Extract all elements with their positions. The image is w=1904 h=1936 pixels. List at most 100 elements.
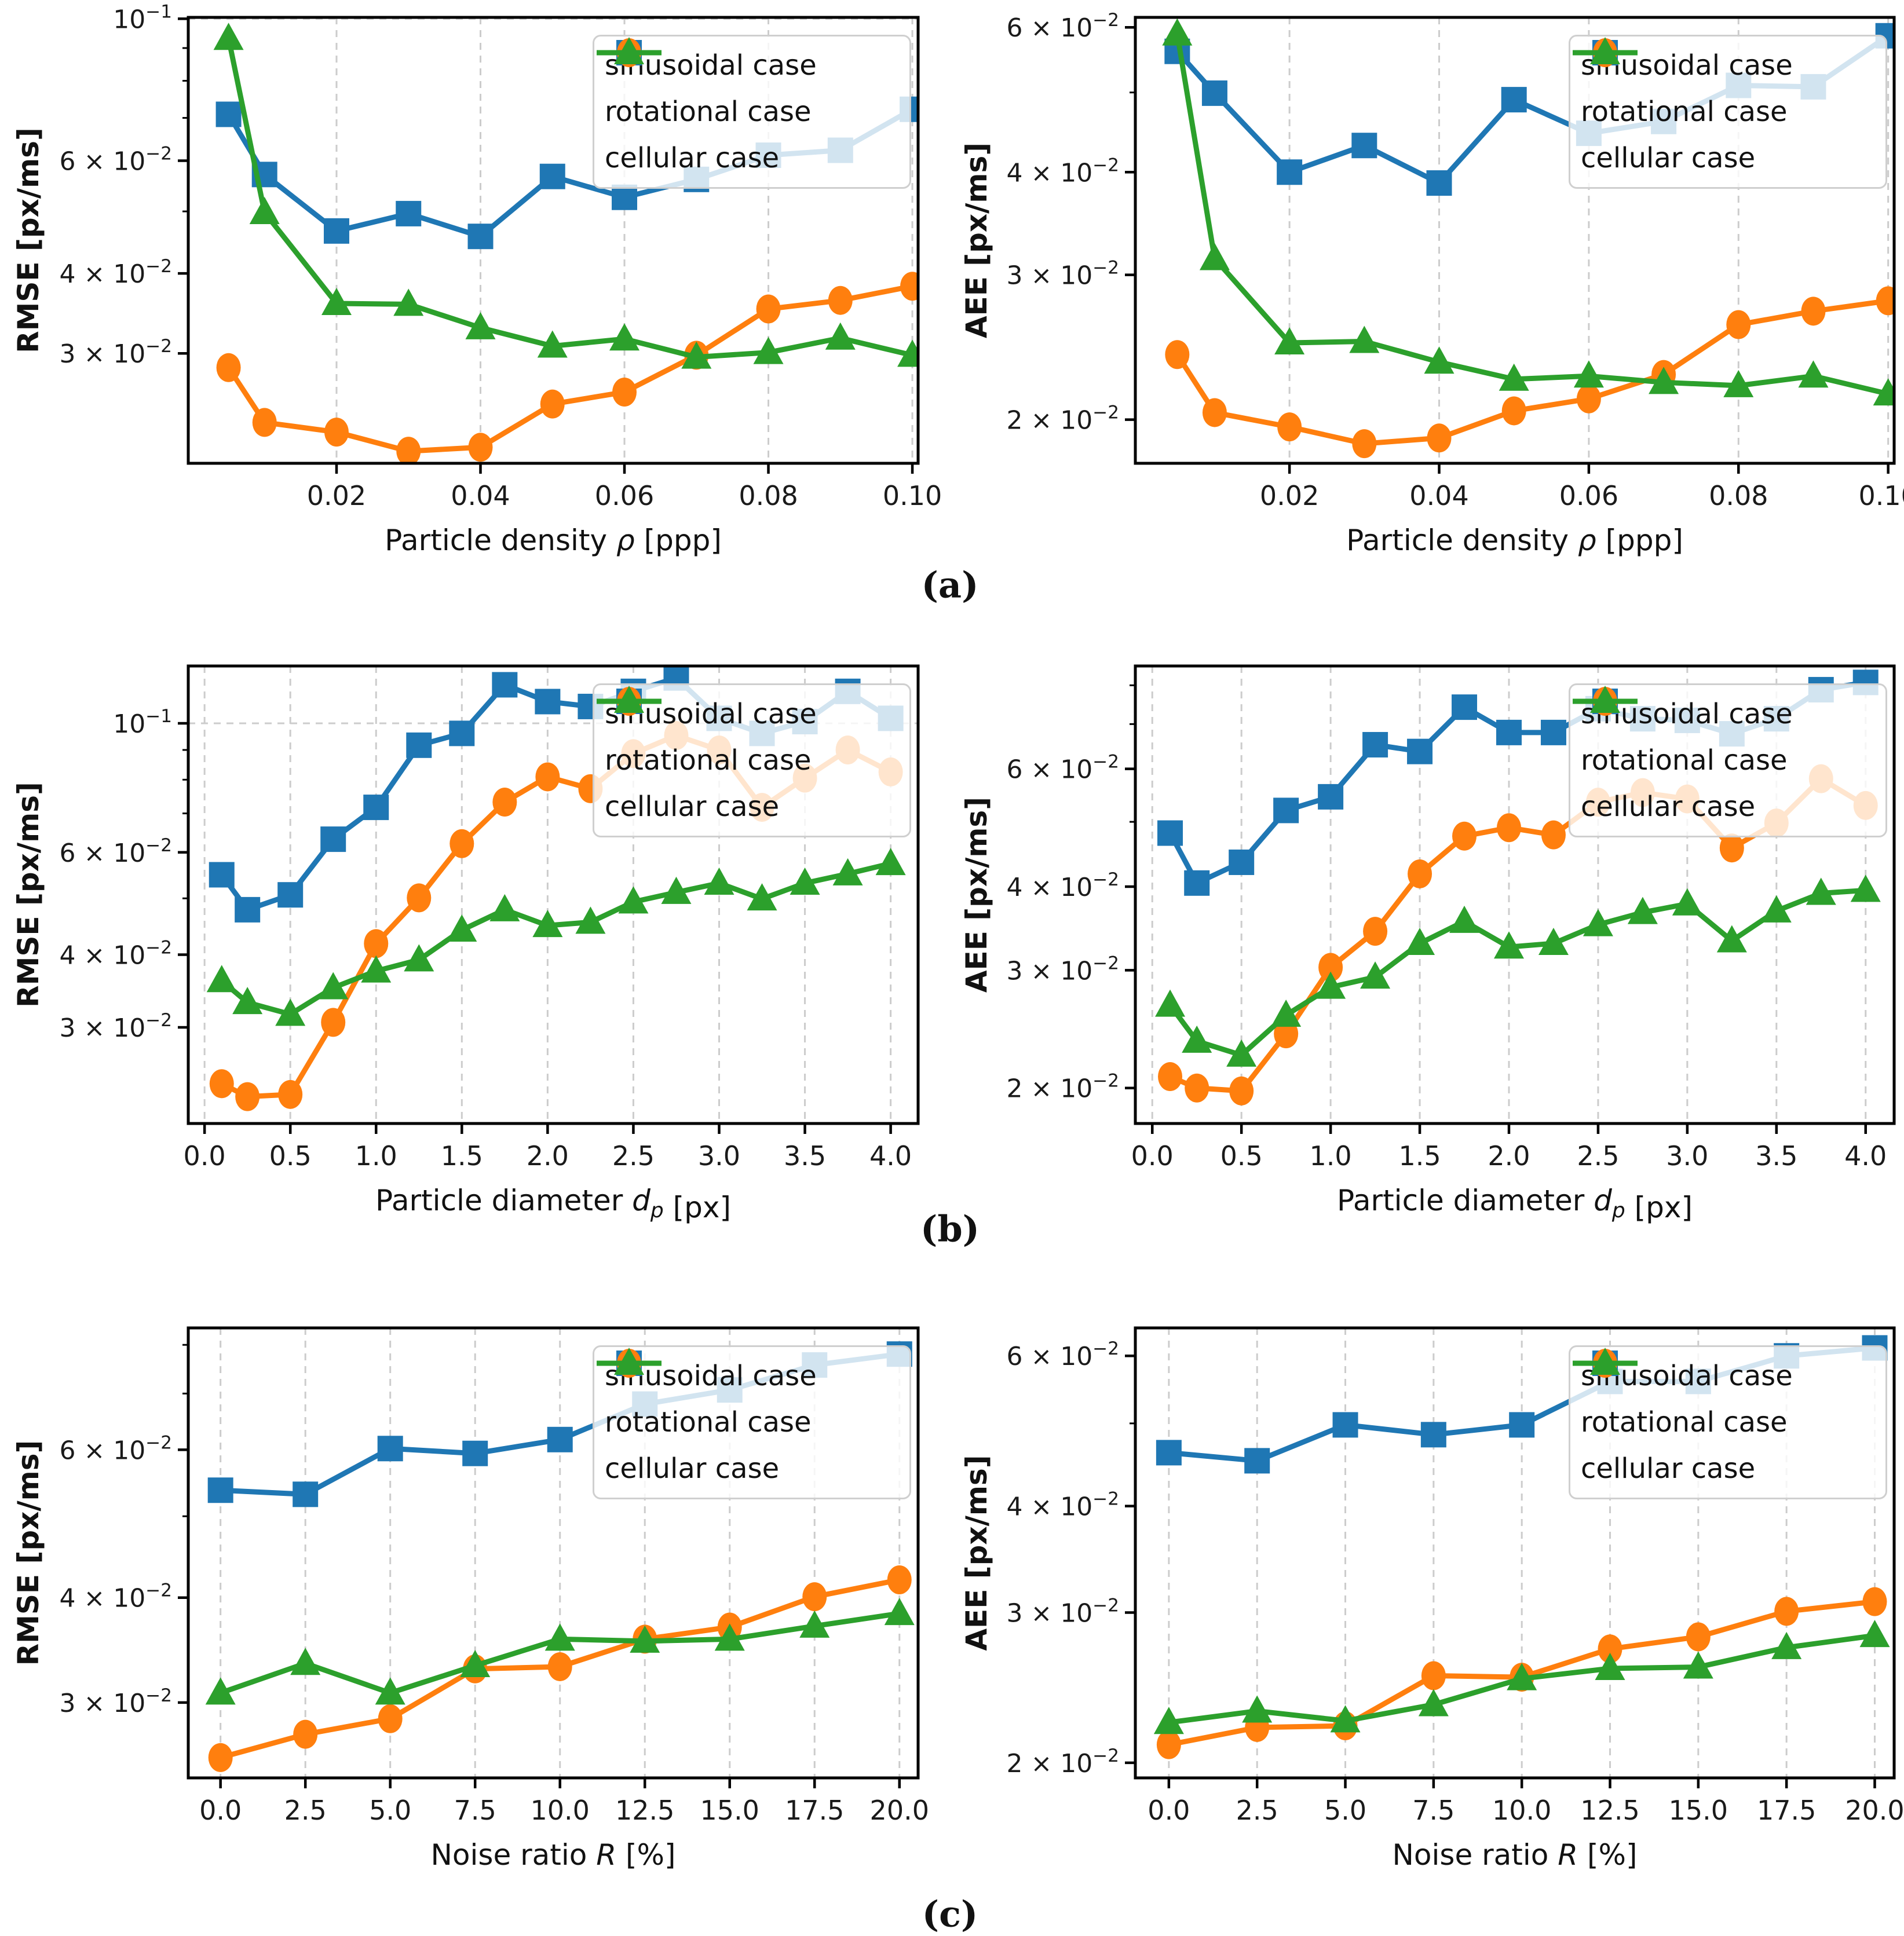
data-point-marker bbox=[1351, 133, 1377, 159]
legend-item-triangle: cellular case bbox=[1573, 686, 1875, 830]
data-point-marker bbox=[1496, 813, 1521, 843]
data-point-marker bbox=[404, 944, 434, 972]
data-point-marker bbox=[407, 883, 432, 913]
series-triangle bbox=[1155, 874, 1881, 1067]
triangle-legend-icon bbox=[1573, 37, 1638, 64]
data-point-marker bbox=[753, 336, 784, 364]
data-point-marker bbox=[465, 312, 496, 339]
data-point-marker bbox=[249, 196, 280, 224]
x-tick-label: 7.5 bbox=[1412, 1795, 1455, 1826]
data-point-marker bbox=[235, 1082, 260, 1111]
data-point-marker bbox=[618, 886, 649, 914]
x-tick-label: 20.0 bbox=[1845, 1795, 1904, 1826]
legend-item-label: rotational case bbox=[1581, 744, 1788, 777]
data-point-marker bbox=[216, 353, 241, 382]
data-point-marker bbox=[1318, 953, 1343, 982]
data-point-marker bbox=[630, 1625, 660, 1653]
data-point-marker bbox=[1716, 925, 1747, 953]
y-tick-label: 3 × 10−2 bbox=[59, 1685, 172, 1718]
series-circle bbox=[1165, 286, 1894, 459]
data-point-marker bbox=[393, 288, 424, 316]
ticks: 0.0 2.5 5.0 7.5 10.0 12.5 15.0 17.5 20.0 6 × 10−2… bbox=[59, 1344, 929, 1826]
data-point-marker bbox=[323, 218, 349, 244]
ticks: 0.0 0.5 1.0 1.5 2.0 2.5 3.0 3.5 4.0 10−1 6 × 10−2 4… bbox=[59, 706, 912, 1172]
data-point-marker bbox=[1683, 1651, 1713, 1679]
x-tick-label: 1.5 bbox=[1398, 1140, 1441, 1172]
x-tick-label: 15.0 bbox=[1669, 1795, 1728, 1826]
data-point-marker bbox=[825, 322, 856, 350]
data-point-marker bbox=[321, 1008, 346, 1037]
data-point-marker bbox=[1162, 18, 1193, 46]
x-tick-label: 5.0 bbox=[369, 1795, 411, 1826]
x-tick-label: 3.5 bbox=[784, 1140, 826, 1172]
data-point-marker bbox=[756, 294, 781, 324]
data-point-marker bbox=[1156, 1730, 1181, 1759]
data-point-marker bbox=[1598, 1634, 1622, 1664]
data-point-marker bbox=[1229, 849, 1255, 875]
data-point-marker bbox=[208, 1743, 233, 1772]
data-point-marker bbox=[1182, 1025, 1212, 1053]
legend-item-label: cellular case bbox=[605, 142, 780, 174]
y-tick-label: 6 × 10−2 bbox=[59, 1432, 172, 1465]
data-point-marker bbox=[207, 1477, 233, 1503]
data-point-marker bbox=[293, 1481, 319, 1507]
y-tick-label: 3 × 10−2 bbox=[1006, 1595, 1119, 1628]
x-tick-label: 0.0 bbox=[199, 1795, 242, 1826]
ticks: 0.0 2.5 5.0 7.5 10.0 12.5 15.0 17.5 20.0 6 × 10−2… bbox=[1006, 1338, 1904, 1826]
data-point-marker bbox=[612, 378, 637, 407]
data-point-marker bbox=[547, 1652, 572, 1681]
data-point-marker bbox=[1672, 888, 1702, 916]
data-point-marker bbox=[449, 829, 474, 858]
data-point-marker bbox=[537, 330, 568, 358]
legend-item-triangle: cellular case bbox=[1573, 1348, 1875, 1492]
legend-item-label: rotational case bbox=[1581, 1406, 1788, 1439]
data-point-marker bbox=[1509, 1412, 1535, 1438]
data-point-marker bbox=[1426, 170, 1452, 196]
data-point-marker bbox=[1649, 367, 1679, 394]
series-triangle bbox=[213, 23, 918, 369]
data-point-marker bbox=[449, 720, 475, 746]
y-tick-label: 2 × 10−2 bbox=[1006, 1071, 1119, 1104]
data-point-marker bbox=[1157, 820, 1183, 846]
data-point-marker bbox=[278, 1079, 303, 1109]
y-tick-label: 10−1 bbox=[113, 1, 172, 34]
y-axis-label: RMSE [px/ms] bbox=[12, 127, 45, 353]
data-point-marker bbox=[609, 323, 640, 351]
data-point-marker bbox=[1277, 412, 1302, 442]
plot-b-aee-vs-diameter: 0.0 0.5 1.0 1.5 2.0 2.5 3.0 3.5 4.0 6 × 10−2 4 × 1… bbox=[948, 649, 1904, 1271]
data-point-marker bbox=[1501, 87, 1527, 113]
data-point-marker bbox=[1726, 310, 1751, 339]
data-point-marker bbox=[489, 894, 520, 921]
x-tick-label: 0.02 bbox=[1260, 480, 1319, 511]
y-tick-label: 3 × 10−2 bbox=[1006, 258, 1119, 291]
legend-item-label: rotational case bbox=[1581, 96, 1788, 128]
data-point-marker bbox=[1499, 363, 1529, 391]
series-triangle bbox=[1153, 1620, 1890, 1734]
x-axis-label: Noise ratio R [%] bbox=[431, 1838, 676, 1872]
data-point-marker bbox=[1318, 784, 1344, 810]
plot-a-aee-vs-density: 0.02 0.04 0.06 0.08 0.10 6 × 10−2 4 × 10−2 3 × … bbox=[948, 0, 1904, 623]
data-point-marker bbox=[1352, 429, 1377, 459]
axes-spines bbox=[1134, 16, 1896, 465]
x-tick-label: 7.5 bbox=[454, 1795, 496, 1826]
data-point-marker bbox=[1507, 1663, 1537, 1690]
data-point-marker bbox=[535, 762, 560, 792]
legend-item-circle: rotational case bbox=[1573, 687, 1875, 784]
x-tick-label: 0.10 bbox=[1858, 480, 1904, 511]
data-point-marker bbox=[1242, 1695, 1273, 1723]
data-point-marker bbox=[235, 896, 261, 923]
caption-c: (c) bbox=[922, 1893, 978, 1935]
data-point-marker bbox=[375, 1677, 405, 1705]
data-point-marker bbox=[704, 868, 734, 895]
data-point-marker bbox=[884, 1598, 915, 1626]
series-triangle bbox=[206, 848, 906, 1026]
axes-spines bbox=[187, 1326, 920, 1780]
data-point-marker bbox=[1362, 731, 1388, 757]
data-point-marker bbox=[535, 689, 561, 715]
data-point-marker bbox=[1573, 360, 1604, 388]
data-point-marker bbox=[887, 1565, 912, 1594]
data-point-marker bbox=[252, 408, 277, 437]
data-point-marker bbox=[828, 286, 853, 315]
axes-spines bbox=[187, 16, 920, 465]
y-tick-label: 3 × 10−2 bbox=[59, 336, 172, 369]
